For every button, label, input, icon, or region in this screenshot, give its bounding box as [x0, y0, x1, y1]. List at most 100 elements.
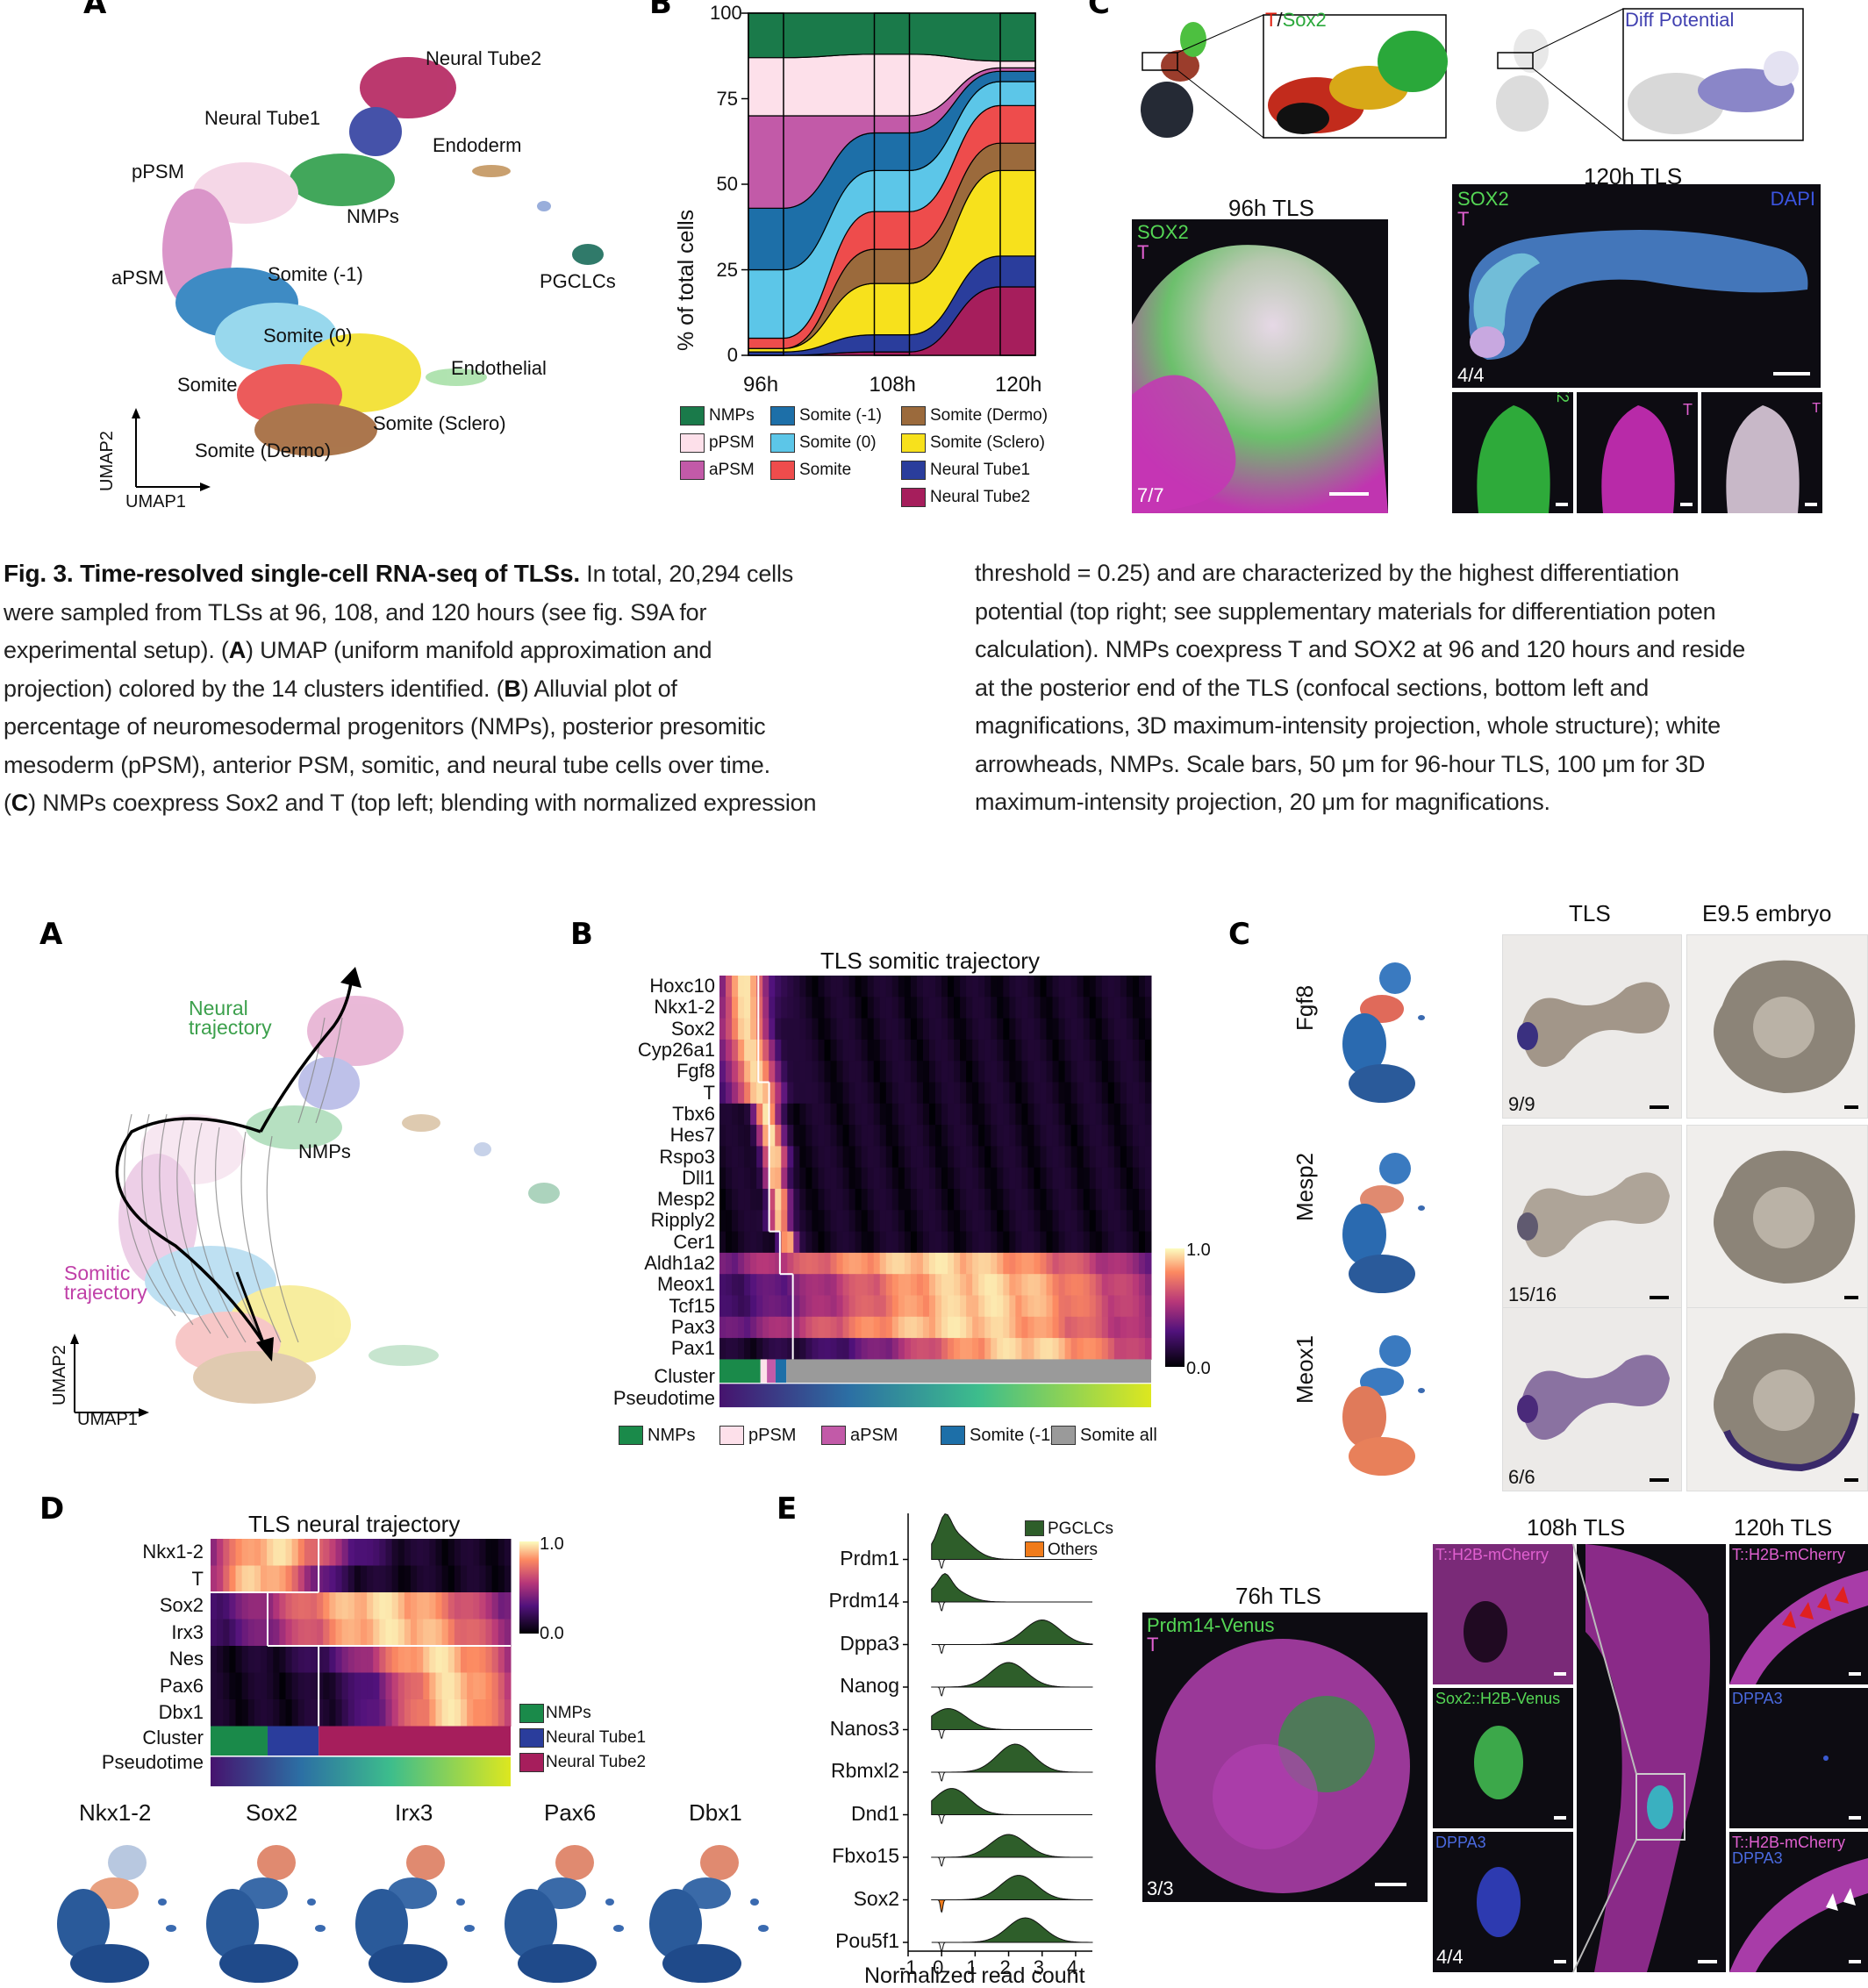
- legend-swatch: [770, 406, 795, 425]
- heatmap-cell: [885, 1103, 893, 1126]
- heatmap-cell: [1021, 1082, 1028, 1105]
- heatmap-cell: [467, 1699, 474, 1727]
- heatmap-cell: [1144, 1295, 1152, 1318]
- heatmap-cell: [787, 997, 794, 1019]
- heatmap-cell: [756, 1316, 763, 1339]
- heatmap-cell: [235, 1699, 243, 1727]
- heatmap-cell: [824, 1061, 832, 1083]
- heatmap-gene-label: T: [191, 1567, 204, 1590]
- heatmap-cell: [787, 1252, 794, 1275]
- ridge-pgclcs: [931, 1512, 1092, 1560]
- heatmap-gene-label: Pax3: [670, 1315, 715, 1338]
- heatmap-cell: [423, 1592, 430, 1620]
- heatmap-cell: [997, 1039, 1004, 1062]
- heatmap-cell: [1034, 1082, 1041, 1105]
- heatmap-cell: [738, 1082, 745, 1105]
- heatmap-cell: [891, 1103, 899, 1126]
- heatmap-cell: [960, 1146, 967, 1169]
- heatmap-cell: [948, 1167, 955, 1190]
- heatmap-cell: [867, 1189, 875, 1211]
- heatmap-cell: [842, 976, 850, 998]
- heatmap-cell: [954, 1039, 961, 1062]
- heatmap-cell: [799, 1061, 806, 1083]
- heatmap-cell: [991, 1082, 998, 1105]
- cluster-row-label: Cluster: [142, 1727, 204, 1748]
- heatmap-cell: [479, 1565, 486, 1593]
- alluvial-ytick: 50: [716, 173, 738, 195]
- heatmap-cell: [1101, 1295, 1109, 1318]
- heatmap-cell: [781, 1082, 788, 1105]
- cluster-row-label: Cluster: [654, 1365, 715, 1387]
- cluster-bar-segment: [211, 1726, 268, 1756]
- heatmap-cell: [750, 976, 757, 998]
- heatmap-cell: [367, 1539, 374, 1566]
- heatmap-cell: [719, 1252, 726, 1275]
- heatmap-cell: [922, 1167, 930, 1190]
- heatmap-cell: [1083, 1061, 1091, 1083]
- heatmap-cell: [891, 976, 899, 998]
- insitu-tls-photo: 6/6: [1502, 1307, 1682, 1491]
- heatmap-cell: [447, 1672, 455, 1700]
- legend-label: pPSM: [709, 433, 755, 452]
- heatmap-cell: [997, 1167, 1004, 1190]
- heatmap-cell: [916, 1316, 924, 1339]
- heatmap-cell: [361, 1672, 368, 1700]
- heatmap-cell: [423, 1672, 430, 1700]
- heatmap-cell: [254, 1672, 261, 1700]
- heatmap-cell: [719, 1316, 726, 1339]
- heatmap-cell: [1132, 1125, 1140, 1147]
- heatmap-cell: [1120, 1146, 1127, 1169]
- magnification-sox2: SOX2: [1452, 392, 1573, 513]
- heatmap-cell: [726, 1039, 733, 1062]
- heatmap-cell: [1058, 1146, 1066, 1169]
- heatmap-cell: [855, 1103, 862, 1126]
- heatmap-cell: [960, 1039, 967, 1062]
- insitu-tls-photo: 9/9: [1502, 934, 1682, 1119]
- heatmap-cell: [354, 1619, 361, 1647]
- heatmap-cell: [297, 1565, 305, 1593]
- heatmap-cell: [935, 1274, 942, 1296]
- heatmap-cell: [762, 1338, 769, 1360]
- heatmap-cell: [738, 1274, 745, 1296]
- heatmap-cell: [775, 1018, 782, 1040]
- heatmap-cell: [861, 1338, 869, 1360]
- heatmap-cell: [867, 1231, 875, 1254]
- heatmap-cell: [732, 1061, 739, 1083]
- heatmap-cell: [898, 1338, 905, 1360]
- heatmap-cell: [756, 1274, 763, 1296]
- heatmap-cell: [373, 1592, 380, 1620]
- heatmap-cell: [922, 1274, 930, 1296]
- heatmap-cell: [373, 1699, 380, 1727]
- heatmap-cell: [904, 1125, 912, 1147]
- heatmap-cell: [726, 1231, 733, 1254]
- micrograph-108h-whole: [1577, 1544, 1726, 1972]
- heatmap-cell: [354, 1699, 361, 1727]
- heatmap-cell: [1009, 1061, 1016, 1083]
- heatmap-cell: [485, 1592, 493, 1620]
- micrograph-120h-mcherry: T::H2B-mCherry: [1729, 1544, 1868, 1684]
- heatmap-cell: [1113, 1125, 1121, 1147]
- heatmap-cell: [441, 1539, 449, 1566]
- heatmap-cell: [719, 1082, 726, 1105]
- heatmap-cell: [1058, 1295, 1066, 1318]
- neural-heatmap: [211, 1539, 512, 1787]
- heatmap-cell: [247, 1672, 255, 1700]
- heatmap-cell: [891, 997, 899, 1019]
- heatmap-cell: [972, 1039, 979, 1062]
- heatmap-cell: [818, 1103, 825, 1126]
- somitic-colorbar: [1165, 1248, 1184, 1367]
- heatmap-cell: [467, 1565, 474, 1593]
- heatmap-cell: [1015, 1231, 1022, 1254]
- heatmap-cell: [812, 1103, 819, 1126]
- heatmap-cell: [1003, 1082, 1010, 1105]
- heatmap-cell: [1144, 1316, 1152, 1339]
- heatmap-cell: [441, 1565, 449, 1593]
- heatmap-cell: [935, 1146, 942, 1169]
- heatmap-cell: [1083, 1018, 1091, 1040]
- heatmap-cell: [750, 1295, 757, 1318]
- cluster-label: Somite (0): [263, 325, 353, 347]
- heatmap-cell: [910, 1210, 918, 1233]
- heatmap-cell: [1027, 1338, 1034, 1360]
- heatmap-cell: [818, 976, 825, 998]
- heatmap-cell: [1040, 1252, 1048, 1275]
